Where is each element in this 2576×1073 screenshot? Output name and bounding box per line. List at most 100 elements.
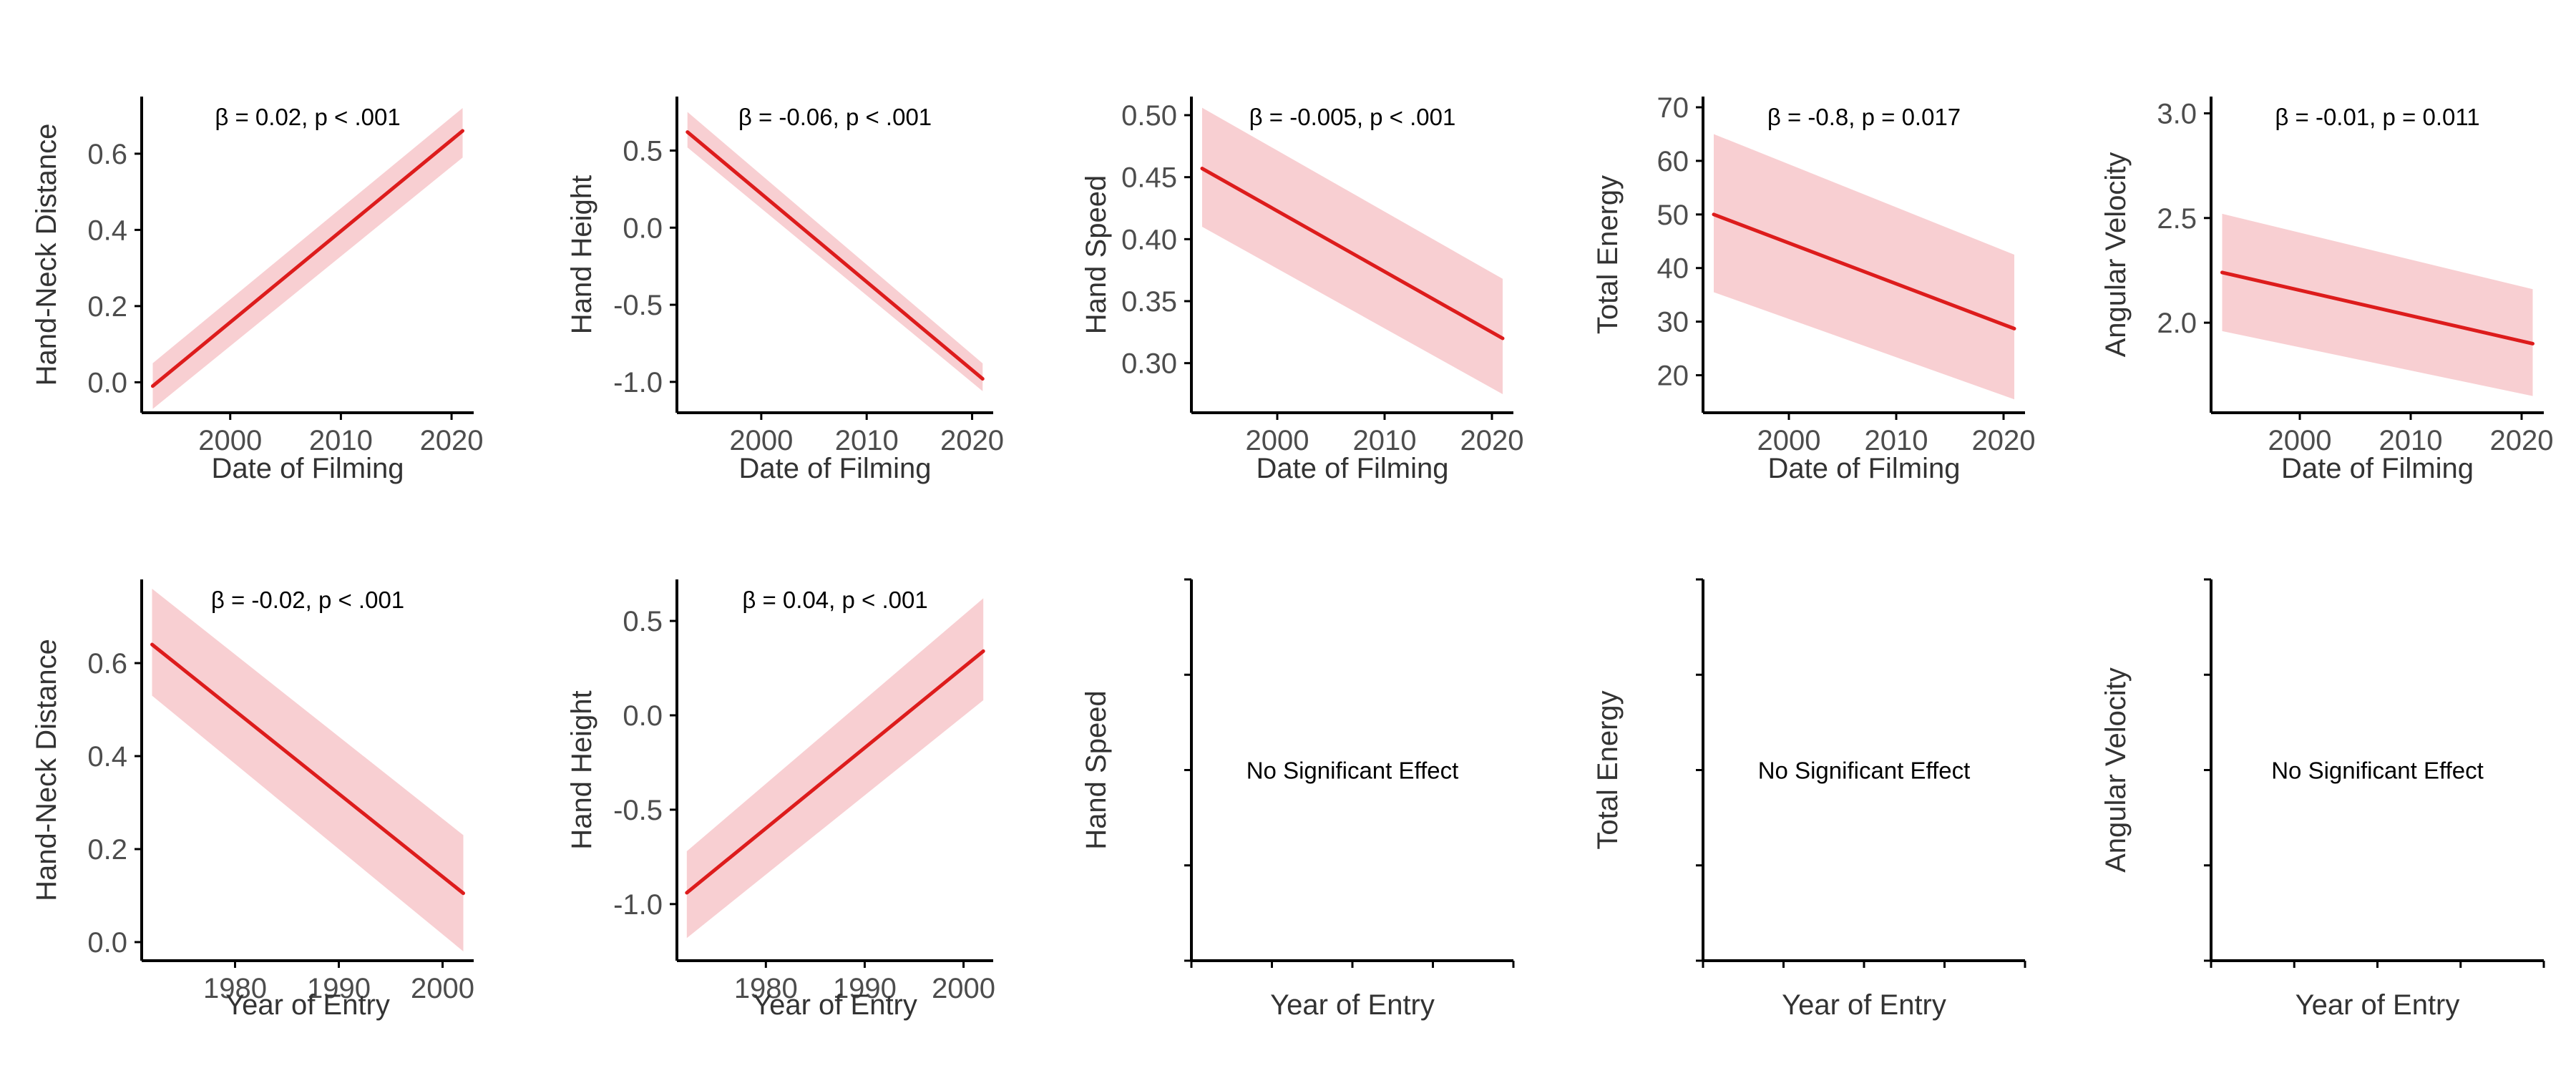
y-tick-label: 0.4 — [87, 741, 127, 773]
y-axis-title: Total Energy — [1592, 690, 1624, 849]
regression-line — [150, 129, 465, 388]
stat-annotation: β = 0.04, p < .001 — [742, 587, 927, 613]
chart-panel-2: 2000 2010 2020 0.5 0.0 -0.5 -1.0 β = -0.06, p <… — [566, 97, 1004, 484]
x-axis-title: Date of Filming — [1768, 453, 1961, 484]
x-tick-label: 1990 — [833, 973, 897, 1004]
x-tick-label: 2010 — [1353, 425, 1417, 456]
chart-panel-3: 2000 2010 2020 0.50 0.45 0.40 0.35 0.30 β = -0.0… — [1080, 97, 1523, 484]
chart-panel-6: 1980 1990 2000 0.0 0.2 0.4 0.6 β = -0.02, p < .… — [31, 579, 474, 1021]
x-tick-label: 1990 — [307, 973, 371, 1004]
y-tick-label: 3.0 — [2157, 98, 2197, 129]
y-tick-label: 0.6 — [87, 648, 127, 680]
confidence-band — [1202, 107, 1503, 394]
y-tick-label: 0.0 — [623, 212, 663, 244]
y-tick-label: 0.6 — [87, 139, 127, 170]
confidence-band — [2222, 213, 2533, 396]
y-tick-label: 30 — [1657, 307, 1689, 338]
chart-panel-1: 2000 2010 2020 0.0 0.2 0.4 0.6 β = 0.02, p < .0… — [31, 97, 484, 484]
y-tick-label: 2.0 — [2157, 308, 2197, 339]
x-tick-label: 2000 — [729, 425, 793, 456]
stat-annotation: β = -0.005, p < .001 — [1249, 104, 1456, 130]
y-axis-title: Hand Speed — [1080, 175, 1112, 334]
confidence-band — [1714, 134, 2014, 400]
regression-line — [2220, 270, 2534, 346]
y-tick-label: 70 — [1657, 92, 1689, 124]
y-axis-title: Hand Speed — [1080, 690, 1112, 849]
confidence-band — [686, 598, 984, 939]
x-axis-title: Date of Filming — [2281, 453, 2474, 484]
y-tick-label: 0.30 — [1121, 348, 1177, 380]
stat-annotation: β = 0.02, p < .001 — [215, 104, 400, 130]
y-axis-title: Hand Height — [566, 175, 597, 334]
x-axis-title: Year of Entry — [1270, 989, 1435, 1021]
y-tick-label: 2.5 — [2157, 203, 2197, 235]
y-tick-label: 0.5 — [623, 135, 663, 167]
y-tick-label: 0.4 — [87, 215, 127, 246]
chart-panel-5: 2000 2010 2020 3.0 2.5 2.0 β = -0.01, p = 0.01… — [2100, 97, 2553, 484]
regression-line — [150, 642, 465, 896]
y-tick-label: 0.50 — [1121, 100, 1177, 132]
x-tick-label: 2020 — [1972, 425, 2036, 456]
y-axis-title: Hand-Neck Distance — [31, 124, 62, 386]
regression-line — [1200, 167, 1505, 340]
y-tick-label: 40 — [1657, 253, 1689, 285]
y-tick-label: 0.35 — [1121, 286, 1177, 318]
stat-annotation: β = -0.02, p < .001 — [211, 587, 404, 613]
regression-line — [1712, 212, 2016, 330]
y-tick-label: 50 — [1657, 200, 1689, 231]
y-tick-label: 0.2 — [87, 834, 127, 866]
y-tick-label: -1.0 — [613, 889, 663, 921]
x-axis-title: Year of Entry — [1782, 989, 1946, 1021]
x-axis-title: Date of Filming — [212, 453, 404, 484]
chart-panel-4: 2000 2010 2020 70 60 50 40 30 20 β = -0.8, p = 0.… — [1592, 92, 2035, 484]
x-tick-label: 2010 — [1865, 425, 1928, 456]
y-axis-title: Hand Height — [566, 690, 597, 849]
no-effect-message: No Significant Effect — [1246, 758, 1459, 784]
y-tick-label: 0.40 — [1121, 224, 1177, 255]
confidence-band — [687, 112, 983, 391]
y-tick-label: -0.5 — [613, 290, 663, 321]
chart-panel-10: No Significant Effect Year of Entry Angula… — [2100, 578, 2545, 1021]
y-axis-title: Total Energy — [1592, 175, 1624, 334]
x-tick-label: 2000 — [932, 973, 995, 1004]
x-tick-label: 2000 — [1246, 425, 1309, 456]
y-tick-label: -0.5 — [613, 795, 663, 826]
chart-panel-7: 1980 1990 2000 0.5 0.0 -0.5 -1.0 β = 0.04, p < … — [566, 579, 995, 1021]
y-tick-label: -1.0 — [613, 367, 663, 398]
x-axis-title: Date of Filming — [739, 453, 932, 484]
stat-annotation: β = -0.01, p = 0.011 — [2275, 104, 2479, 130]
x-axis-title: Year of Entry — [225, 989, 390, 1021]
x-tick-label: 2010 — [309, 425, 373, 456]
x-tick-label: 1980 — [734, 973, 798, 1004]
x-tick-label: 2000 — [1757, 425, 1821, 456]
x-tick-label: 2020 — [2490, 425, 2554, 456]
y-tick-label: 0.0 — [87, 367, 127, 398]
x-tick-label: 2020 — [420, 425, 484, 456]
x-axis-title: Year of Entry — [2296, 989, 2460, 1021]
y-tick-label: 20 — [1657, 361, 1689, 392]
x-tick-label: 2010 — [2379, 425, 2443, 456]
stat-annotation: β = -0.8, p = 0.017 — [1767, 104, 1961, 130]
chart-panel-9: No Significant Effect Year of Entry Total … — [1592, 578, 2026, 1021]
stat-annotation: β = -0.06, p < .001 — [738, 104, 932, 130]
regression-line — [685, 649, 985, 895]
y-tick-label: 0.5 — [623, 606, 663, 637]
y-axis-title: Angular Velocity — [2100, 667, 2132, 873]
x-axis-title: Date of Filming — [1257, 453, 1449, 484]
x-tick-label: 1980 — [203, 973, 267, 1004]
regression-line — [686, 130, 985, 381]
no-effect-message: No Significant Effect — [2271, 758, 2484, 784]
y-tick-label: 0.45 — [1121, 162, 1177, 194]
y-tick-label: 0.2 — [87, 291, 127, 323]
no-effect-message: No Significant Effect — [1758, 758, 1971, 784]
x-tick-label: 2010 — [835, 425, 899, 456]
x-tick-label: 2000 — [411, 973, 474, 1004]
y-axis-title: Hand-Neck Distance — [31, 639, 62, 901]
y-tick-label: 0.0 — [87, 927, 127, 959]
y-axis-title: Angular Velocity — [2100, 152, 2132, 358]
y-tick-label: 60 — [1657, 146, 1689, 177]
x-axis-title: Year of Entry — [753, 989, 917, 1021]
x-tick-label: 2000 — [198, 425, 262, 456]
chart-panel-8: No Significant Effect Year of Entry Hand S… — [1080, 578, 1515, 1021]
